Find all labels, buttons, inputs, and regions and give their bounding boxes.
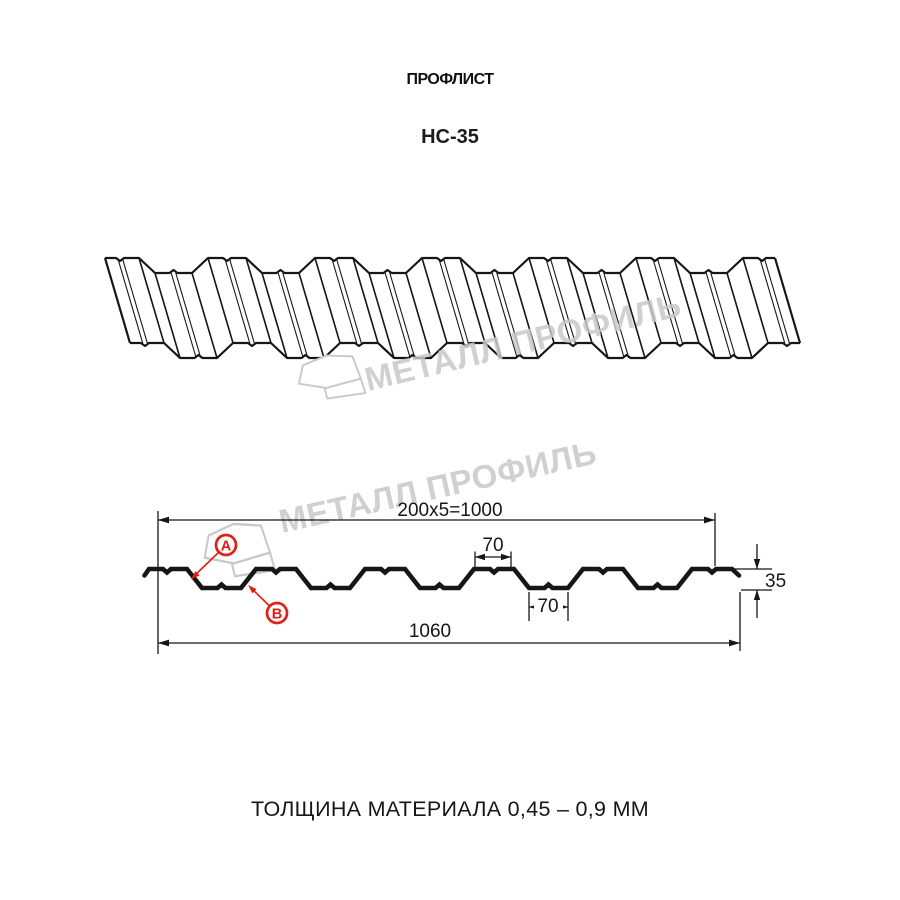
marker-arrow-line xyxy=(192,551,220,578)
rib-fold-line xyxy=(245,257,272,344)
rib-fold-line xyxy=(368,272,395,359)
rib-fold-line xyxy=(298,272,325,359)
groove-line xyxy=(282,272,309,359)
rib-fold-line xyxy=(421,257,448,344)
groove-line xyxy=(442,257,469,344)
groove-line xyxy=(335,257,362,344)
rib-fold-line xyxy=(459,257,486,344)
groove-line xyxy=(549,257,576,344)
rib-fold-line xyxy=(138,257,165,344)
rib-fold-line xyxy=(635,257,662,344)
groove-line xyxy=(438,257,465,344)
groove-line xyxy=(121,257,148,344)
marker-arrowhead xyxy=(191,571,200,580)
sheet-back-profile xyxy=(105,256,775,275)
arrowhead xyxy=(501,553,511,561)
groove-line xyxy=(384,272,411,359)
dim-label-backplate xyxy=(534,597,563,614)
watermark-brand-text: МЕТАЛЛ ПРОФИЛЬ xyxy=(276,434,600,540)
rib-fold-line xyxy=(512,272,539,359)
sheet-front-profile xyxy=(130,341,800,360)
rib-fold-line xyxy=(261,272,288,359)
rib-fold-line xyxy=(352,257,379,344)
groove-line xyxy=(389,272,416,359)
groove-line xyxy=(170,272,197,359)
profile-model-subtitle: НС-35 xyxy=(421,126,479,148)
arrowhead xyxy=(753,559,761,569)
marker-b-arrow xyxy=(248,585,270,607)
groove-line xyxy=(603,272,630,359)
rib-fold-line xyxy=(742,257,769,344)
rib-fold-line xyxy=(314,257,341,344)
arrowhead xyxy=(704,516,715,524)
dim-label-overall-width: 1060 xyxy=(409,621,451,642)
cross-section-diagram: 200x5=1000 1060 70 70 35 A B xyxy=(142,500,786,654)
rib-fold-line xyxy=(207,257,234,344)
groove-line xyxy=(598,272,625,359)
groove-line xyxy=(491,272,518,359)
material-thickness-note: ТОЛЩИНА МАТЕРИАЛА 0,45 – 0,9 ММ xyxy=(250,797,649,821)
dim-label-coverage-width: 200x5=1000 xyxy=(397,500,502,521)
arrowhead xyxy=(729,639,740,647)
groove-line xyxy=(545,257,572,344)
marker-a-arrow xyxy=(191,551,220,580)
rib-fold-line xyxy=(582,272,609,359)
rib-fold-line xyxy=(154,272,181,359)
logo-shape xyxy=(323,377,367,400)
rib-fold-line xyxy=(619,272,646,359)
arrowhead xyxy=(158,639,169,647)
groove-line xyxy=(175,272,202,359)
marker-a-label: A xyxy=(221,539,232,555)
rib-fold-line xyxy=(689,272,716,359)
sheet-3d-drawing xyxy=(103,256,802,360)
profile-outline xyxy=(142,566,742,591)
groove-line xyxy=(759,257,786,344)
marker-b-label: B xyxy=(272,607,282,623)
groove-line xyxy=(656,257,683,344)
dim-label-rib-bottom-width: 70 xyxy=(537,596,558,617)
dim-label-height: 35 xyxy=(765,571,786,592)
rib-fold-line xyxy=(566,257,593,344)
arrowhead xyxy=(753,590,761,600)
groove-line xyxy=(496,272,523,359)
groove-line xyxy=(277,272,304,359)
groove-line xyxy=(224,257,251,344)
rib-fold-line xyxy=(191,272,218,359)
rib-fold-line xyxy=(528,257,555,344)
rib-fold-line xyxy=(405,272,432,359)
brand-logo-icon xyxy=(297,354,367,400)
groove-line xyxy=(705,272,732,359)
groove-line xyxy=(331,257,358,344)
dim-label-rib-top-width: 70 xyxy=(482,535,503,556)
marker-b: B xyxy=(248,585,289,625)
marker-a: A xyxy=(191,533,238,580)
arrowhead xyxy=(158,516,169,524)
profile-path xyxy=(142,566,742,591)
rib-fold-line xyxy=(475,272,502,359)
arrowhead xyxy=(475,553,485,561)
groove-line xyxy=(763,257,790,344)
rib-fold-line xyxy=(726,272,753,359)
marker-a-circle xyxy=(214,533,238,557)
sheet-right-edge xyxy=(773,257,802,344)
page-title: ПРОФЛИСТ xyxy=(406,71,494,88)
groove-line xyxy=(652,257,679,344)
sheet-left-edge xyxy=(103,257,132,344)
groove-line xyxy=(228,257,255,344)
marker-b-circle xyxy=(265,601,289,625)
rib-fold-line xyxy=(673,257,700,344)
groove-line xyxy=(117,257,144,344)
groove-line xyxy=(710,272,737,359)
marker-arrowhead xyxy=(248,585,257,594)
sheet-surface xyxy=(105,258,800,358)
